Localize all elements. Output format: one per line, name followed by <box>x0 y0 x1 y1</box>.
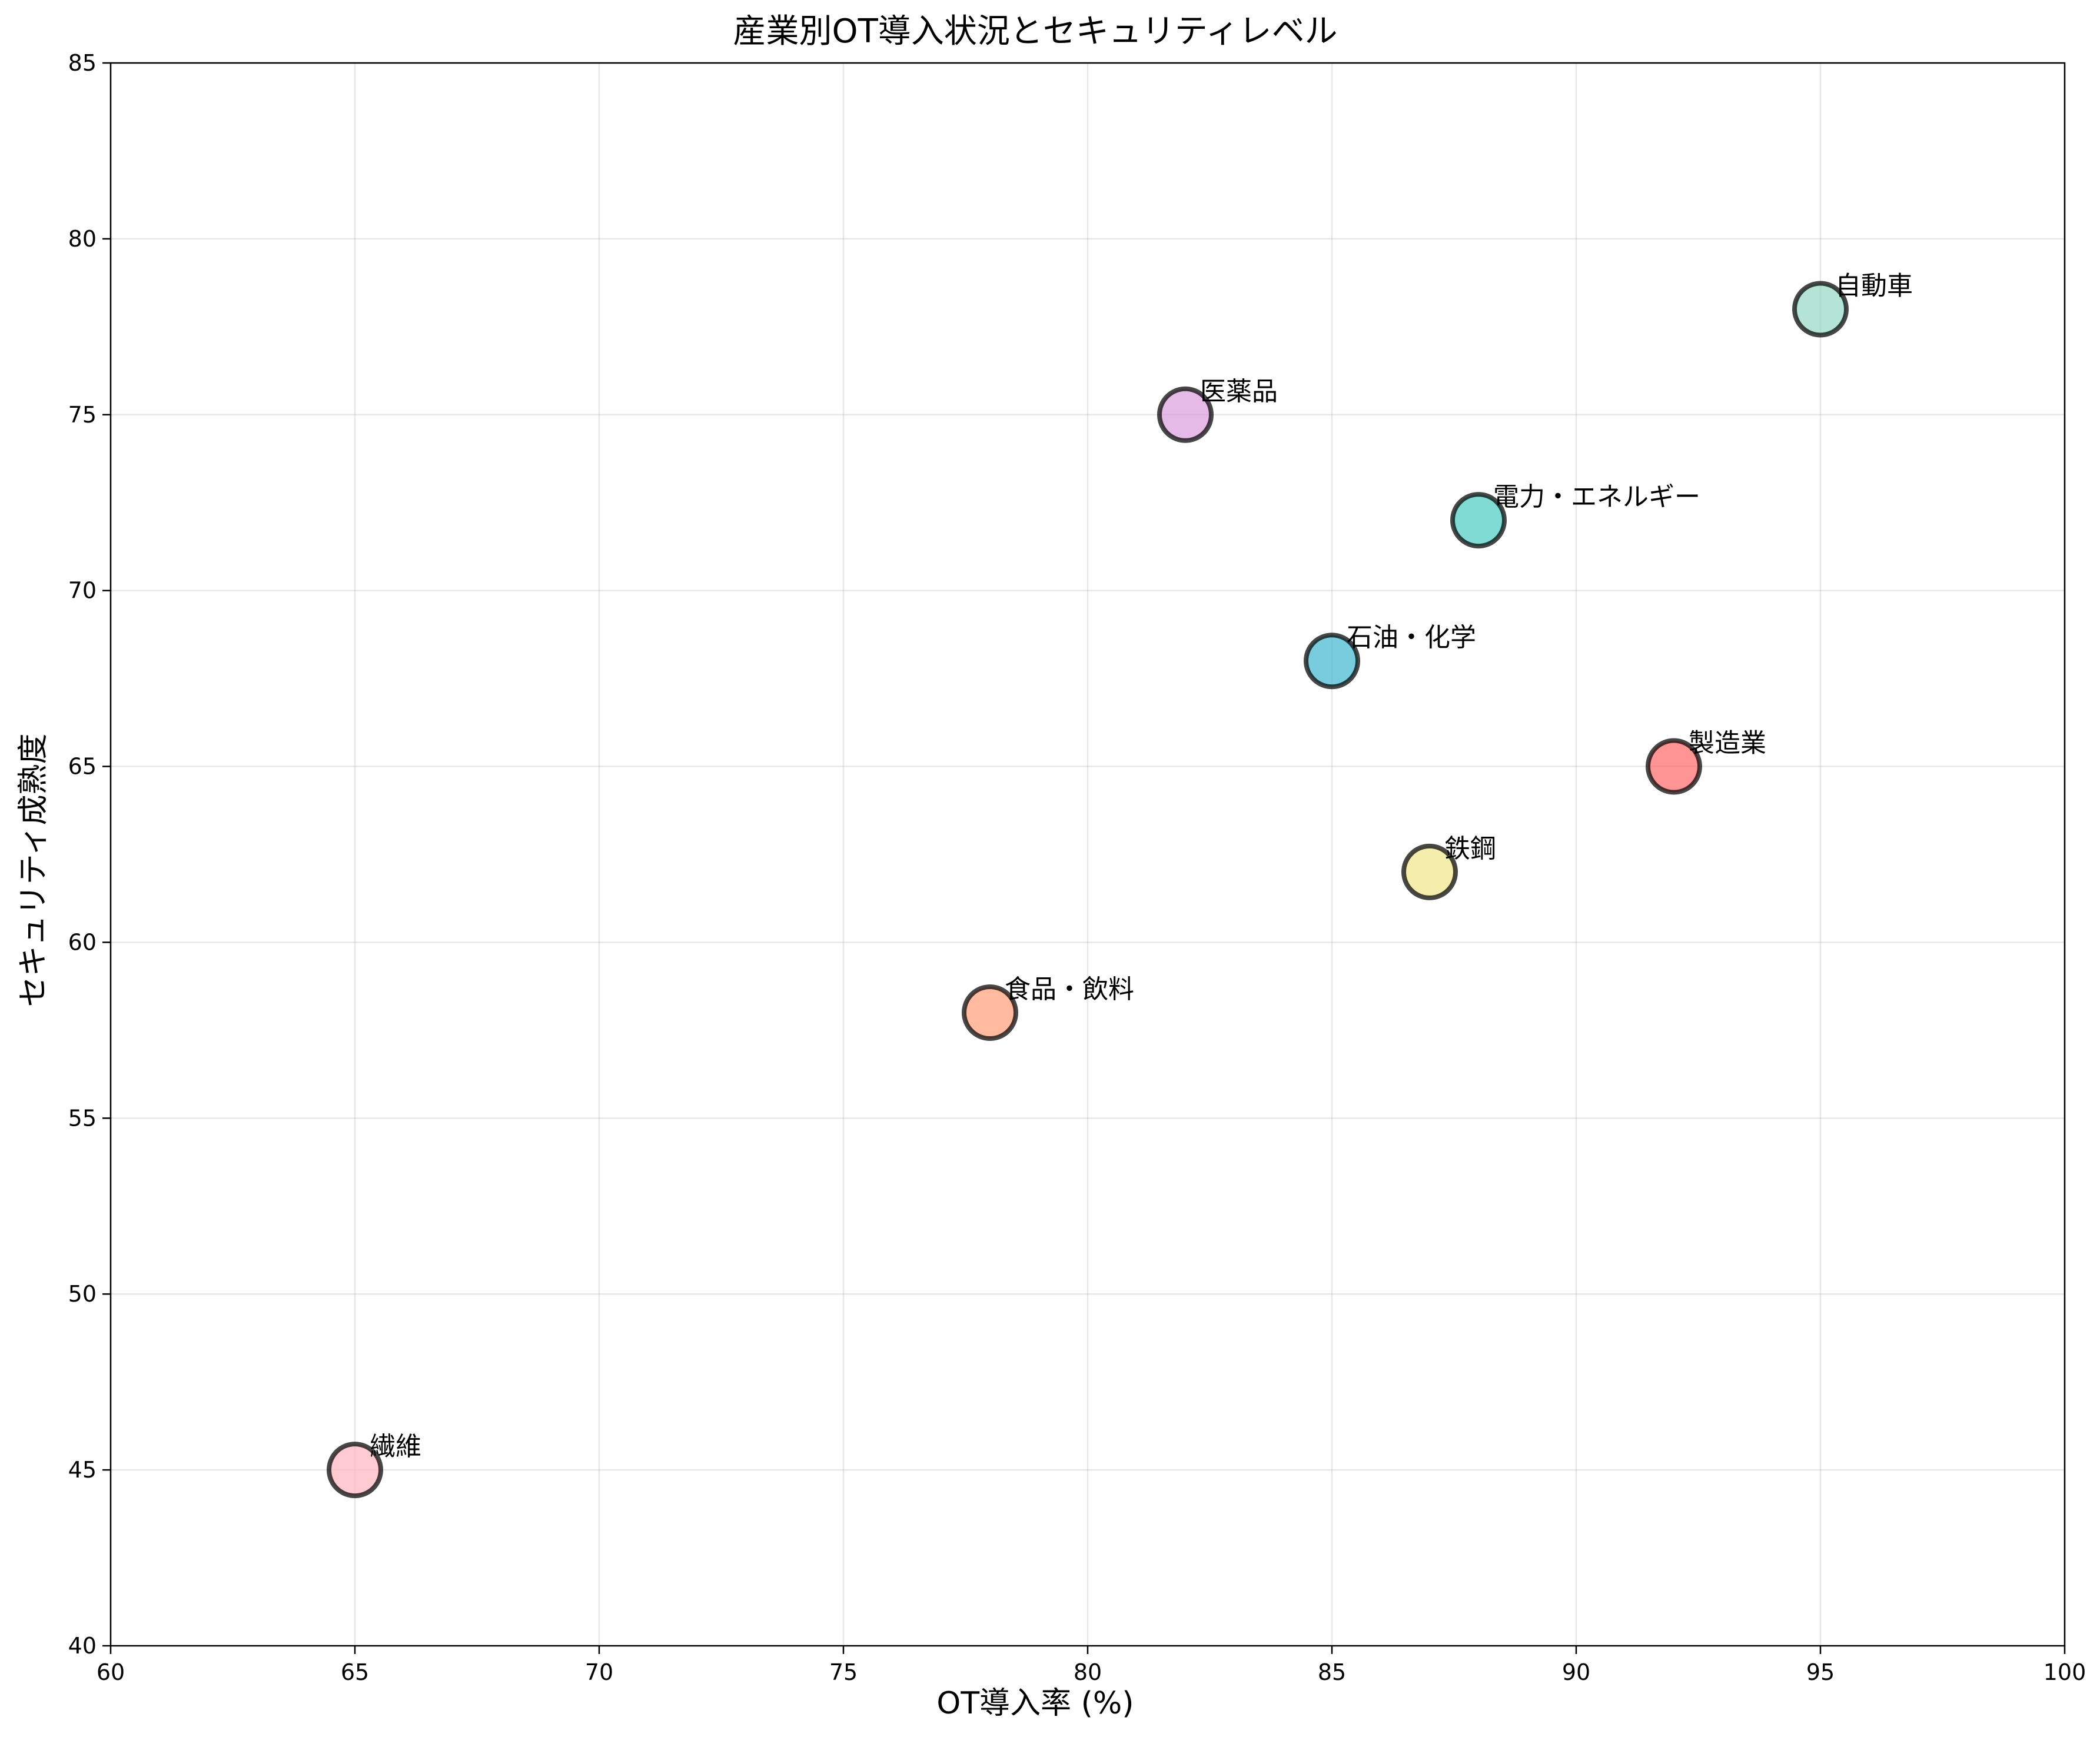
y-tick-label: 55 <box>68 1105 97 1131</box>
y-axis-ticks: 40 45 50 55 60 65 70 75 80 85 <box>68 50 111 1659</box>
x-tick-label: 80 <box>1074 1659 1102 1685</box>
data-point <box>327 1442 383 1499</box>
x-tick-label: 85 <box>1318 1659 1346 1685</box>
y-tick-label: 75 <box>68 402 97 428</box>
data-point <box>1792 281 1849 338</box>
chart-title: 産業別OT導入状況とセキュリティレベル <box>733 12 1338 51</box>
point-label: 医薬品 <box>1200 377 1278 407</box>
y-tick-label: 65 <box>68 754 97 780</box>
x-axis-ticks: 60 65 70 75 80 85 90 95 100 <box>97 1646 2086 1685</box>
data-point <box>1157 386 1214 443</box>
x-tick-label: 100 <box>2043 1659 2086 1685</box>
point-label: 食品・飲料 <box>1005 974 1134 1004</box>
y-axis-label: セキュリティ成熟度 <box>16 734 51 1007</box>
y-tick-label: 70 <box>68 578 97 604</box>
x-tick-label: 95 <box>1806 1659 1835 1685</box>
x-tick-label: 75 <box>829 1659 858 1685</box>
point-label: 鉄鋼 <box>1444 834 1496 864</box>
data-point <box>1646 738 1702 795</box>
point-label: 繊維 <box>370 1432 421 1462</box>
y-tick-label: 85 <box>68 50 97 76</box>
data-point <box>962 984 1018 1041</box>
y-tick-label: 45 <box>68 1457 97 1483</box>
x-tick-label: 90 <box>1562 1659 1590 1685</box>
x-tick-label: 60 <box>97 1659 125 1685</box>
grid-lines <box>109 62 2066 1647</box>
data-point <box>1304 633 1360 690</box>
data-points <box>327 281 1849 1499</box>
point-label: 電力・エネルギー <box>1493 482 1700 512</box>
y-tick-label: 60 <box>68 929 97 955</box>
x-tick-label: 65 <box>341 1659 369 1685</box>
data-point <box>1450 492 1507 549</box>
x-tick-label: 70 <box>585 1659 613 1685</box>
y-tick-label: 80 <box>68 226 97 252</box>
point-label: 石油・化学 <box>1347 623 1476 653</box>
y-tick-label: 40 <box>68 1633 97 1659</box>
data-point <box>1401 843 1458 900</box>
point-label: 自動車 <box>1835 271 1913 301</box>
x-axis-label: OT導入率 (%) <box>936 1686 1134 1721</box>
point-label: 製造業 <box>1689 728 1766 758</box>
y-tick-label: 50 <box>68 1281 97 1307</box>
